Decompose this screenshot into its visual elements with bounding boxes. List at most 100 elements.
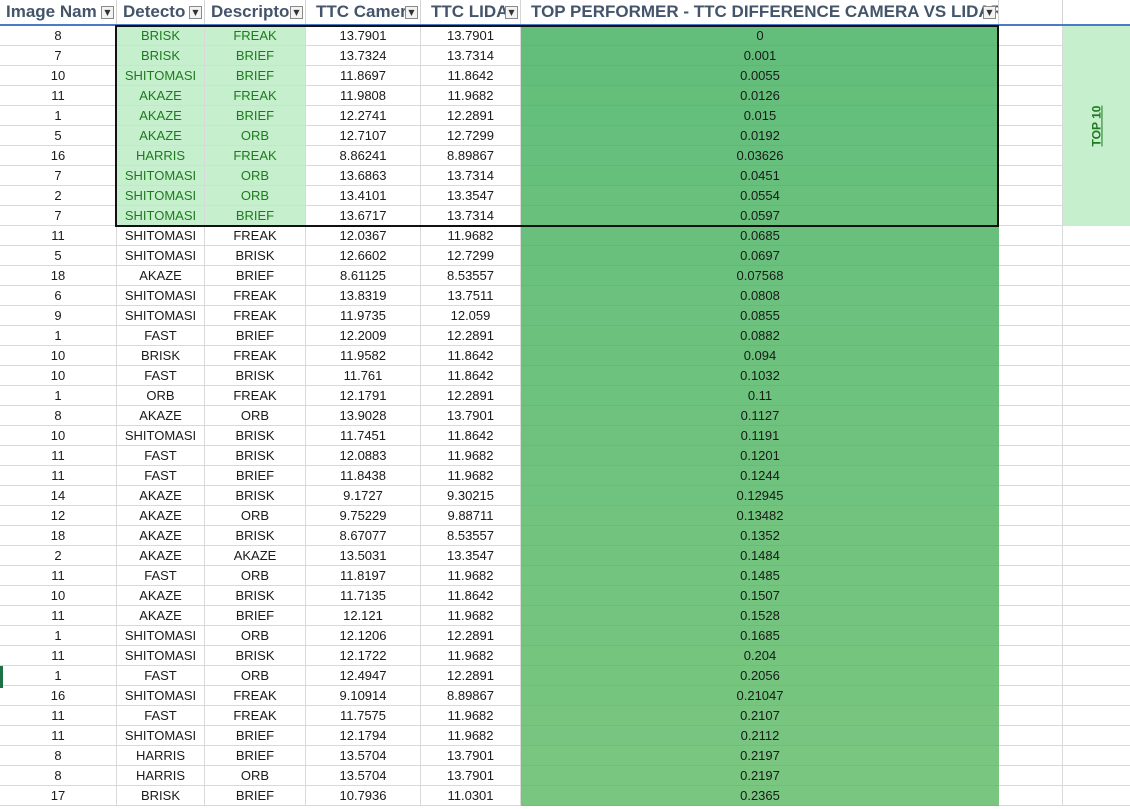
empty-cell[interactable] [999,606,1063,626]
cell-image-number[interactable]: 1 [0,326,117,346]
cell-image-number[interactable]: 16 [0,686,117,706]
empty-cell[interactable] [999,546,1063,566]
cell-ttc-camera[interactable]: 13.4101 [306,186,421,206]
empty-cell[interactable] [1063,286,1130,306]
cell-detector[interactable]: SHITOMASI [117,286,205,306]
cell-ttc-difference[interactable]: 0.0192 [521,126,999,146]
empty-cell[interactable] [999,506,1063,526]
cell-ttc-camera[interactable]: 11.761 [306,366,421,386]
cell-detector[interactable]: BRISK [117,786,205,806]
cell-detector[interactable]: AKAZE [117,406,205,426]
cell-descriptor[interactable]: BRISK [205,526,306,546]
cell-ttc-lidar[interactable]: 12.059 [421,306,521,326]
cell-image-number[interactable]: 1 [0,106,117,126]
empty-cell[interactable] [999,646,1063,666]
cell-detector[interactable]: AKAZE [117,546,205,566]
cell-ttc-lidar[interactable]: 8.53557 [421,266,521,286]
empty-cell[interactable] [1063,726,1130,746]
empty-cell[interactable] [999,86,1063,106]
cell-image-number[interactable]: 6 [0,286,117,306]
empty-cell[interactable] [999,66,1063,86]
cell-ttc-lidar[interactable]: 11.0301 [421,786,521,806]
cell-ttc-camera[interactable]: 12.0367 [306,226,421,246]
cell-ttc-lidar[interactable]: 13.7901 [421,766,521,786]
cell-descriptor[interactable]: ORB [205,186,306,206]
cell-ttc-camera[interactable]: 12.4947 [306,666,421,686]
cell-ttc-difference[interactable]: 0.1127 [521,406,999,426]
cell-ttc-difference[interactable]: 0.07568 [521,266,999,286]
empty-cell[interactable] [1063,306,1130,326]
cell-ttc-camera[interactable]: 13.5704 [306,746,421,766]
empty-cell[interactable] [999,706,1063,726]
cell-ttc-lidar[interactable]: 12.2891 [421,386,521,406]
cell-descriptor[interactable]: ORB [205,506,306,526]
cell-ttc-lidar[interactable]: 11.9682 [421,226,521,246]
cell-ttc-difference[interactable]: 0.1528 [521,606,999,626]
empty-cell[interactable] [999,586,1063,606]
cell-descriptor[interactable]: BRIEF [205,786,306,806]
sort-filter-icon[interactable]: ▼ [983,6,996,19]
cell-ttc-lidar[interactable]: 11.9682 [421,606,521,626]
cell-ttc-camera[interactable]: 12.2009 [306,326,421,346]
header-image-number[interactable]: Image Nam ▼ [0,0,117,24]
empty-cell[interactable] [1063,646,1130,666]
cell-descriptor[interactable]: FREAK [205,306,306,326]
cell-detector[interactable]: FAST [117,446,205,466]
cell-image-number[interactable]: 11 [0,706,117,726]
cell-ttc-camera[interactable]: 11.8197 [306,566,421,586]
cell-descriptor[interactable]: BRIEF [205,746,306,766]
empty-cell[interactable] [999,206,1063,226]
cell-descriptor[interactable]: BRIEF [205,266,306,286]
empty-cell[interactable] [999,526,1063,546]
empty-cell[interactable] [1063,586,1130,606]
cell-detector[interactable]: AKAZE [117,266,205,286]
cell-ttc-difference[interactable]: 0.2197 [521,746,999,766]
empty-cell[interactable] [1063,746,1130,766]
cell-ttc-difference[interactable]: 0.1352 [521,526,999,546]
cell-ttc-lidar[interactable]: 11.9682 [421,86,521,106]
empty-cell[interactable] [1063,246,1130,266]
empty-cell[interactable] [999,106,1063,126]
cell-detector[interactable]: FAST [117,326,205,346]
empty-cell[interactable] [1063,386,1130,406]
cell-ttc-camera[interactable]: 13.7324 [306,46,421,66]
cell-ttc-difference[interactable]: 0.0055 [521,66,999,86]
cell-image-number[interactable]: 11 [0,466,117,486]
cell-ttc-camera[interactable]: 12.6602 [306,246,421,266]
empty-cell[interactable] [999,286,1063,306]
cell-ttc-lidar[interactable]: 13.3547 [421,186,521,206]
cell-image-number[interactable]: 2 [0,546,117,566]
cell-ttc-lidar[interactable]: 8.89867 [421,686,521,706]
cell-ttc-lidar[interactable]: 13.3547 [421,546,521,566]
cell-ttc-camera[interactable]: 10.7936 [306,786,421,806]
cell-descriptor[interactable]: AKAZE [205,546,306,566]
cell-image-number[interactable]: 7 [0,206,117,226]
cell-descriptor[interactable]: BRIEF [205,46,306,66]
cell-descriptor[interactable]: FREAK [205,346,306,366]
empty-cell[interactable] [999,486,1063,506]
cell-detector[interactable]: AKAZE [117,126,205,146]
cell-descriptor[interactable]: BRISK [205,246,306,266]
empty-cell[interactable] [999,426,1063,446]
cell-ttc-difference[interactable]: 0.1685 [521,626,999,646]
cell-descriptor[interactable]: ORB [205,766,306,786]
empty-cell[interactable] [999,246,1063,266]
empty-cell[interactable] [999,366,1063,386]
cell-image-number[interactable]: 1 [0,666,117,686]
cell-ttc-difference[interactable]: 0.2107 [521,706,999,726]
cell-ttc-camera[interactable]: 8.67077 [306,526,421,546]
cell-ttc-camera[interactable]: 11.7575 [306,706,421,726]
cell-ttc-lidar[interactable]: 12.7299 [421,246,521,266]
cell-ttc-camera[interactable]: 13.5704 [306,766,421,786]
cell-ttc-difference[interactable]: 0.1485 [521,566,999,586]
cell-ttc-camera[interactable]: 13.5031 [306,546,421,566]
cell-ttc-lidar[interactable]: 11.9682 [421,646,521,666]
empty-cell[interactable] [999,166,1063,186]
cell-detector[interactable]: AKAZE [117,486,205,506]
empty-cell[interactable] [1063,366,1130,386]
cell-ttc-difference[interactable]: 0.1201 [521,446,999,466]
cell-detector[interactable]: FAST [117,566,205,586]
cell-ttc-difference[interactable]: 0.0685 [521,226,999,246]
top10-label-cell[interactable]: TOP 10 [1063,26,1130,226]
cell-image-number[interactable]: 12 [0,506,117,526]
